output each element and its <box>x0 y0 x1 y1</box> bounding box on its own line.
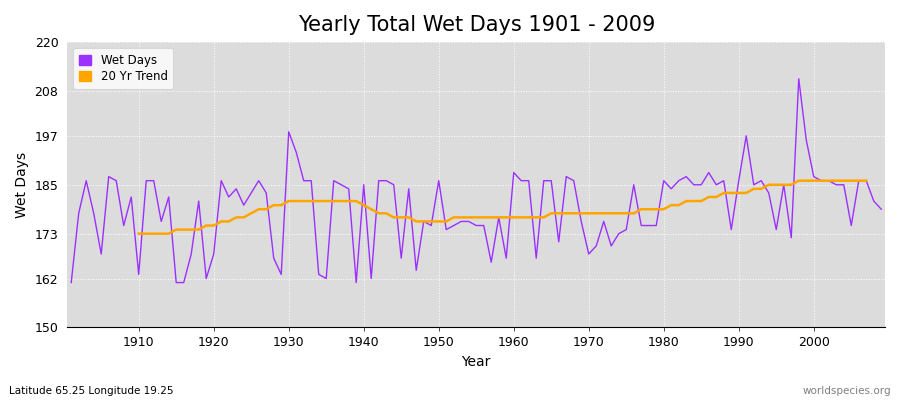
Wet Days <box>291 150 302 154</box>
X-axis label: Year: Year <box>462 355 490 369</box>
20 Yr Trend <box>194 227 204 232</box>
20 Yr Trend <box>538 215 549 220</box>
Wet Days <box>876 207 886 212</box>
Y-axis label: Wet Days: Wet Days <box>15 152 29 218</box>
Wet Days <box>598 219 609 224</box>
20 Yr Trend <box>688 199 699 204</box>
20 Yr Trend <box>478 215 489 220</box>
20 Yr Trend <box>793 178 804 183</box>
Wet Days <box>508 170 519 175</box>
Line: 20 Yr Trend: 20 Yr Trend <box>139 181 866 234</box>
20 Yr Trend <box>590 211 601 216</box>
Wet Days <box>500 256 511 260</box>
Wet Days <box>793 76 804 81</box>
Text: Latitude 65.25 Longitude 19.25: Latitude 65.25 Longitude 19.25 <box>9 386 174 396</box>
Wet Days <box>126 194 137 199</box>
Legend: Wet Days, 20 Yr Trend: Wet Days, 20 Yr Trend <box>74 48 174 89</box>
Wet Days <box>336 182 346 187</box>
Title: Yearly Total Wet Days 1901 - 2009: Yearly Total Wet Days 1901 - 2009 <box>298 15 655 35</box>
Text: worldspecies.org: worldspecies.org <box>803 386 891 396</box>
20 Yr Trend <box>133 231 144 236</box>
20 Yr Trend <box>178 227 189 232</box>
20 Yr Trend <box>860 178 871 183</box>
Wet Days <box>66 280 77 285</box>
Line: Wet Days: Wet Days <box>71 79 881 282</box>
